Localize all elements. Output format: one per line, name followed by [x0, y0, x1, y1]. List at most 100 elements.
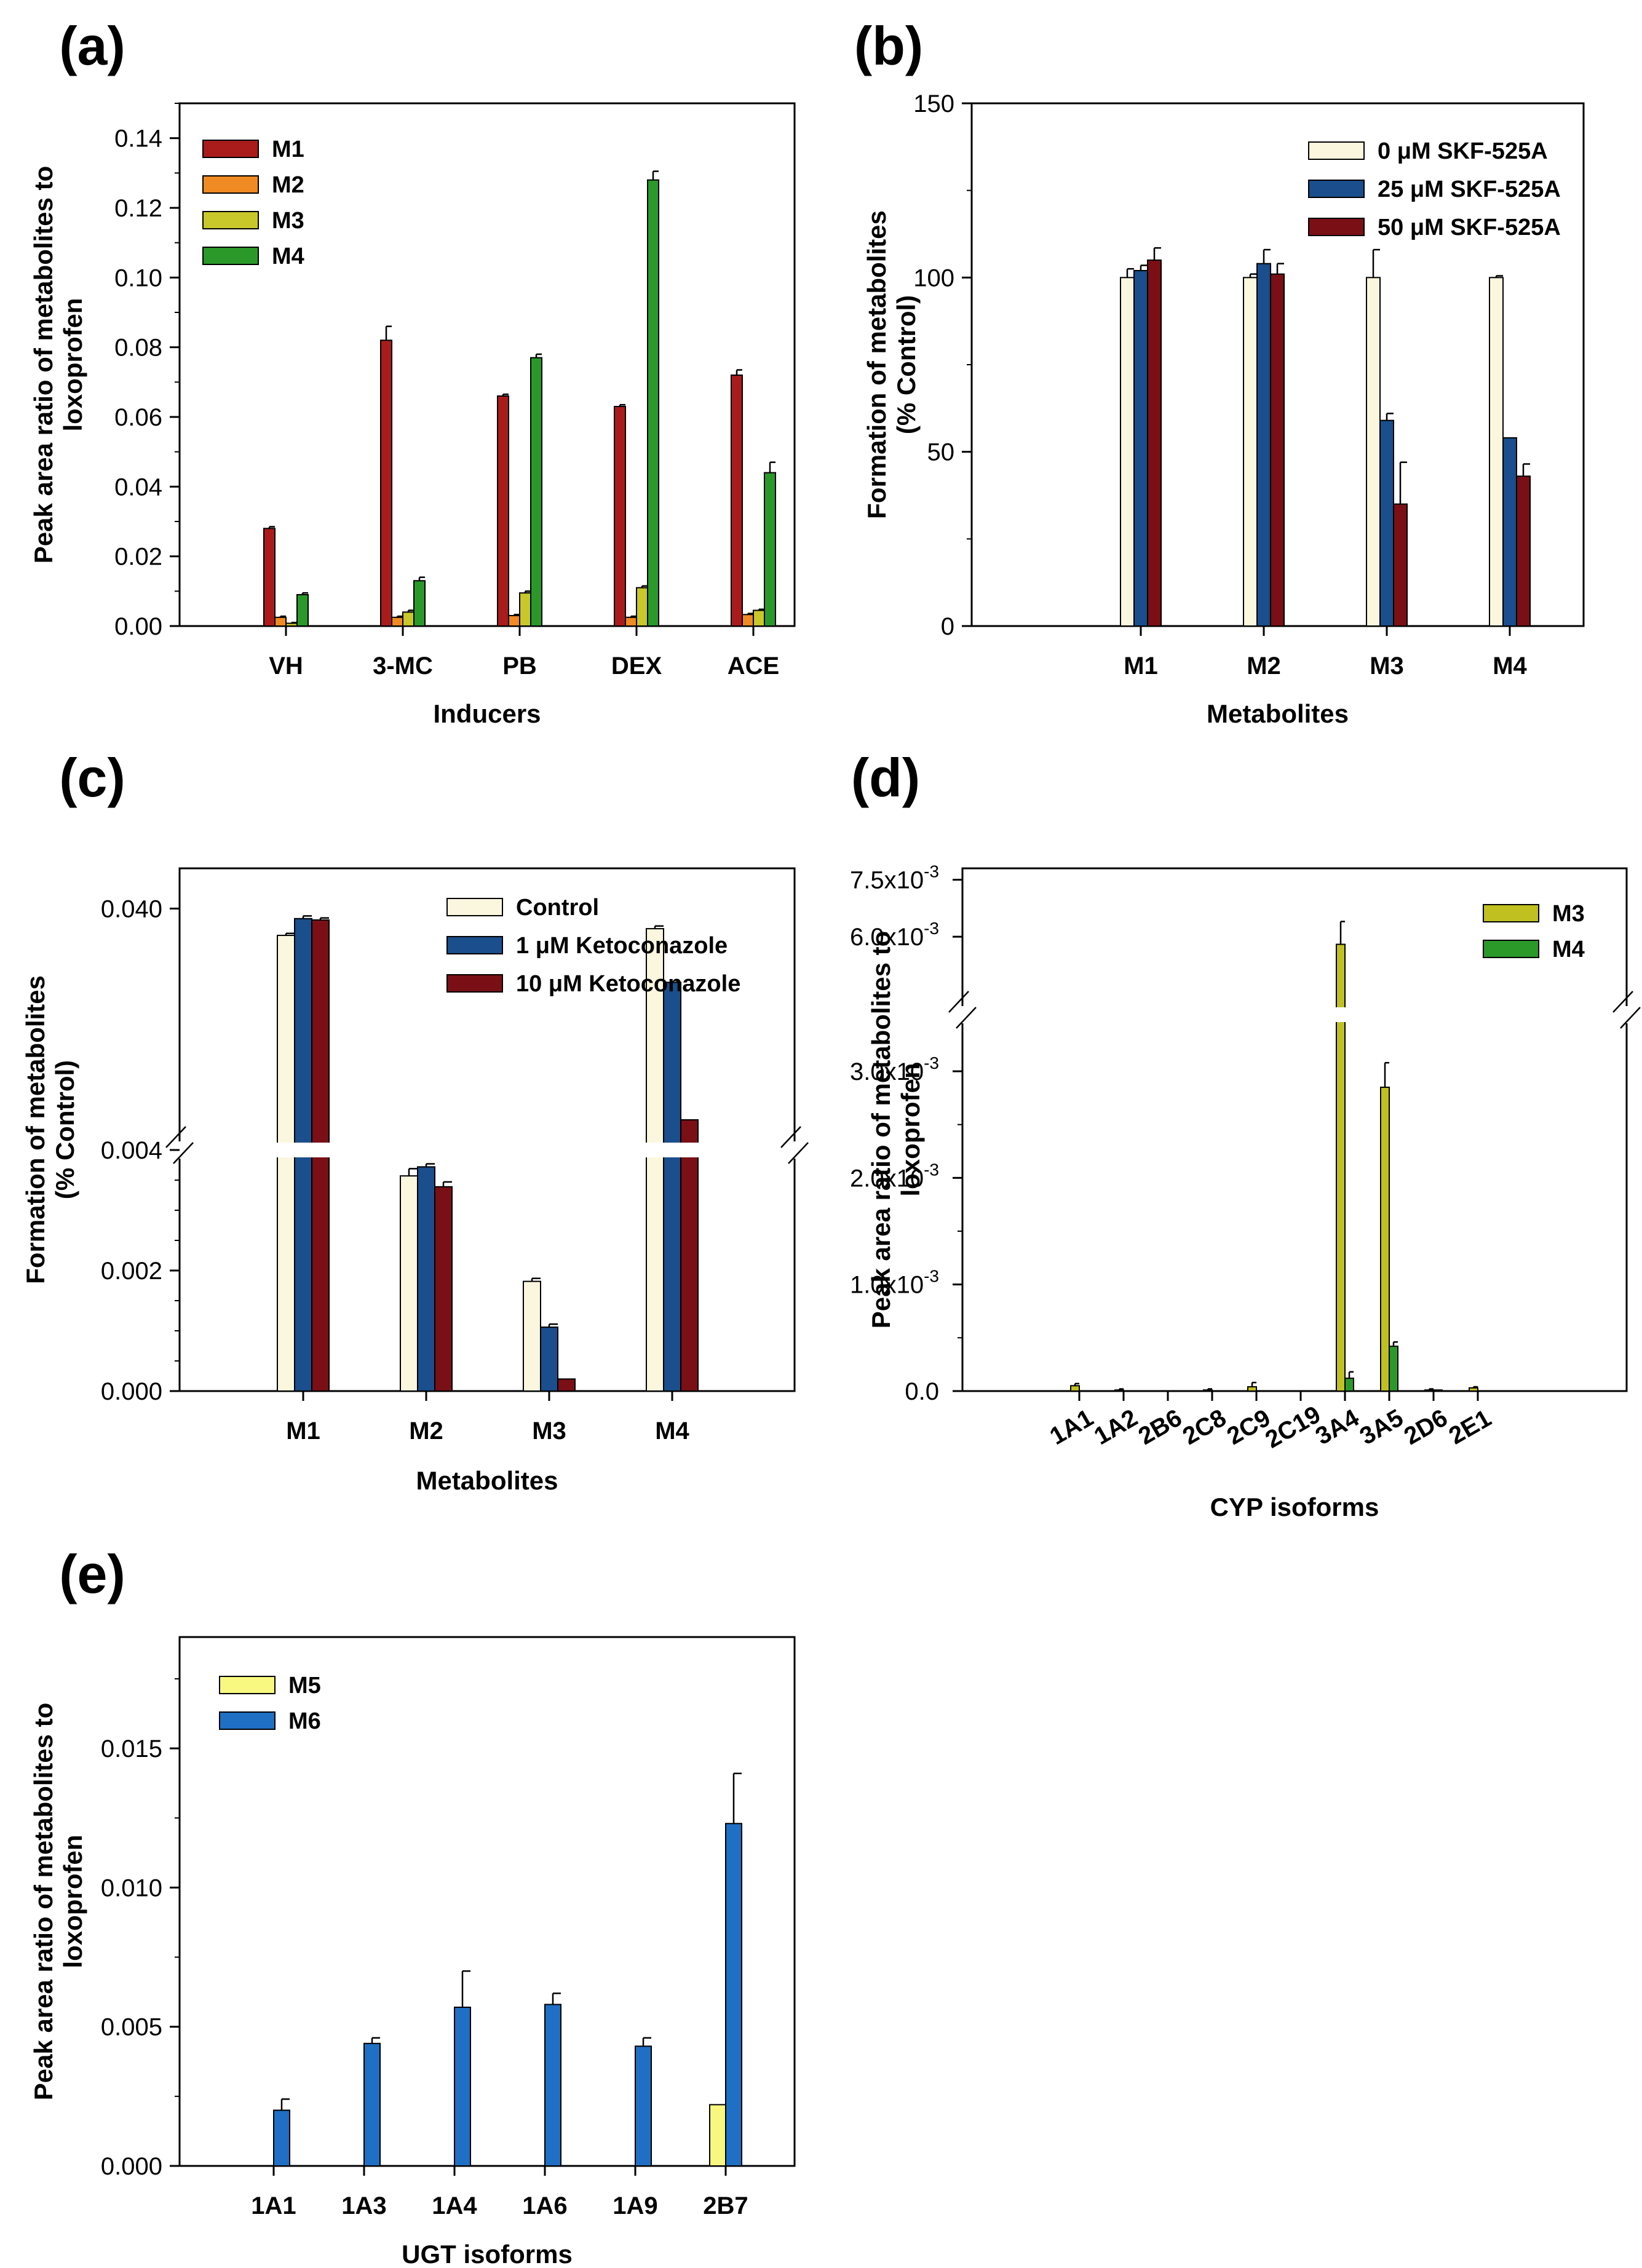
legend-entry: 1 μM Ketoconazole	[516, 933, 728, 959]
y-axis-label: Peak area ratio of metabolites to	[29, 1703, 58, 2101]
bar	[540, 1326, 558, 1392]
legend-swatch	[446, 936, 503, 954]
legend-swatch	[1308, 180, 1365, 198]
x-tick-label: 1A6	[522, 2192, 567, 2219]
chart-panel-b: (b) 0 50 100 150 M1 M2 M3 M4 0 μM SKF-525A 25 μM S…	[854, 15, 1585, 728]
bar	[1247, 1386, 1257, 1392]
bar	[1366, 277, 1381, 627]
bar	[625, 616, 637, 627]
legend-entry: Control	[516, 895, 599, 921]
x-tick-label: 1A1	[251, 2192, 296, 2219]
legend-swatch	[1483, 904, 1539, 922]
legend-entry: 50 μM SKF-525A	[1378, 215, 1561, 240]
bar	[273, 2109, 290, 2167]
legend-entry: M6	[288, 1708, 321, 1734]
legend-swatch	[1308, 218, 1365, 236]
x-tick-label: M3	[1370, 652, 1404, 680]
bar	[530, 357, 542, 627]
axis-break-mark	[780, 1126, 801, 1148]
y-tick-label: 0.12	[114, 195, 162, 222]
y-tick-label: 7.5x10-3	[850, 862, 939, 894]
bar	[508, 615, 520, 627]
bar	[742, 614, 754, 627]
chart-panel-a: (a) 0.00 0.02 0.04 0.06 0.08 0.10 0.12 0.14 VH 3-M…	[29, 15, 796, 728]
bar	[647, 179, 659, 627]
y-axis-label: Formation of metabolites	[862, 210, 891, 519]
y-tick-label: 0.000	[101, 2153, 162, 2180]
y-tick-label: 100	[913, 264, 954, 291]
legend-entry: M4	[1552, 937, 1585, 962]
legend-entry: M5	[288, 1673, 321, 1699]
panel-label: (c)	[59, 747, 125, 808]
x-tick-label: M2	[1247, 652, 1281, 680]
y-axis-label: Formation of metabolites	[21, 975, 50, 1284]
bar	[417, 1166, 435, 1392]
bar	[519, 592, 531, 627]
bar	[1114, 1389, 1124, 1392]
x-axis-label: Metabolites	[1207, 699, 1349, 728]
bar	[274, 616, 287, 627]
x-tick-label: 1A9	[613, 2192, 657, 2219]
legend-entry: M1	[272, 137, 304, 162]
axis-break-mark	[1612, 991, 1633, 1013]
bar	[614, 406, 626, 627]
bar	[635, 2045, 652, 2167]
y-tick-label: 0.000	[101, 1378, 162, 1405]
plot-frame	[178, 1636, 796, 2167]
y-tick-label: 0.004	[101, 1137, 162, 1164]
x-tick-label: ACE	[728, 652, 779, 680]
panel-label: (b)	[854, 15, 923, 76]
axis-break-mark	[956, 1007, 977, 1029]
x-tick-label: VH	[269, 652, 303, 680]
y-tick-label: 0.00	[114, 613, 162, 640]
legend-entry: 25 μM SKF-525A	[1378, 176, 1561, 202]
legend-swatch	[1308, 141, 1365, 160]
bar	[1433, 1389, 1443, 1392]
x-tick-label: 1A4	[432, 2192, 477, 2219]
panel-label: (a)	[59, 15, 125, 76]
chart-panel-e: (e) 0.000 0.005 0.010 0.015 1A1 1A3 1A4 1A6 1A9 2B…	[29, 1544, 796, 2268]
y-tick-label: 0	[941, 613, 954, 640]
y-tick-label: 3.0x10-3	[850, 1053, 939, 1085]
bar	[680, 1119, 699, 1392]
y-axis-label: loxoprofen	[58, 1835, 87, 1969]
bar	[277, 935, 295, 1392]
legend-swatch	[1483, 940, 1539, 958]
y-tick-label: 0.040	[101, 895, 162, 922]
y-axis-label: loxoprofen	[896, 1063, 925, 1197]
bar	[497, 395, 509, 627]
bar	[557, 1378, 576, 1392]
x-tick-label: PB	[502, 652, 537, 680]
bar	[544, 2004, 561, 2167]
bar	[1380, 1087, 1390, 1392]
bar	[400, 1175, 418, 1392]
axis-break-mark	[1620, 1007, 1641, 1029]
bar	[1270, 273, 1285, 627]
y-tick-label: 0.10	[114, 264, 162, 291]
y-tick-label: 0.08	[114, 335, 162, 362]
legend-entry: 0 μM SKF-525A	[1378, 138, 1548, 164]
bar	[1203, 1389, 1213, 1392]
x-tick-label: M1	[286, 1418, 320, 1445]
x-tick-label: 2B7	[703, 2192, 748, 2219]
legend-swatch	[202, 175, 259, 194]
legend-swatch	[219, 1676, 276, 1694]
bar	[1133, 270, 1148, 627]
y-tick-label: 0.0	[905, 1378, 939, 1405]
legend-entry: M3	[1552, 901, 1585, 927]
bar	[363, 2042, 381, 2167]
x-axis-label: UGT isoforms	[402, 2240, 573, 2268]
y-tick-label: 150	[913, 90, 954, 117]
bar	[413, 580, 426, 627]
bar	[764, 472, 776, 627]
bar-break-gap	[293, 1143, 313, 1157]
x-tick-label: DEX	[611, 652, 662, 680]
panel-label: (e)	[59, 1544, 125, 1604]
bar	[731, 375, 743, 627]
y-axis-label: Peak area ratio of metabolites to	[867, 931, 895, 1329]
y-axis-label: Peak area ratio of metabolites to	[29, 166, 58, 564]
x-axis-label: Metabolites	[416, 1466, 558, 1495]
plot-frame	[178, 867, 796, 1392]
legend-swatch	[202, 247, 259, 265]
